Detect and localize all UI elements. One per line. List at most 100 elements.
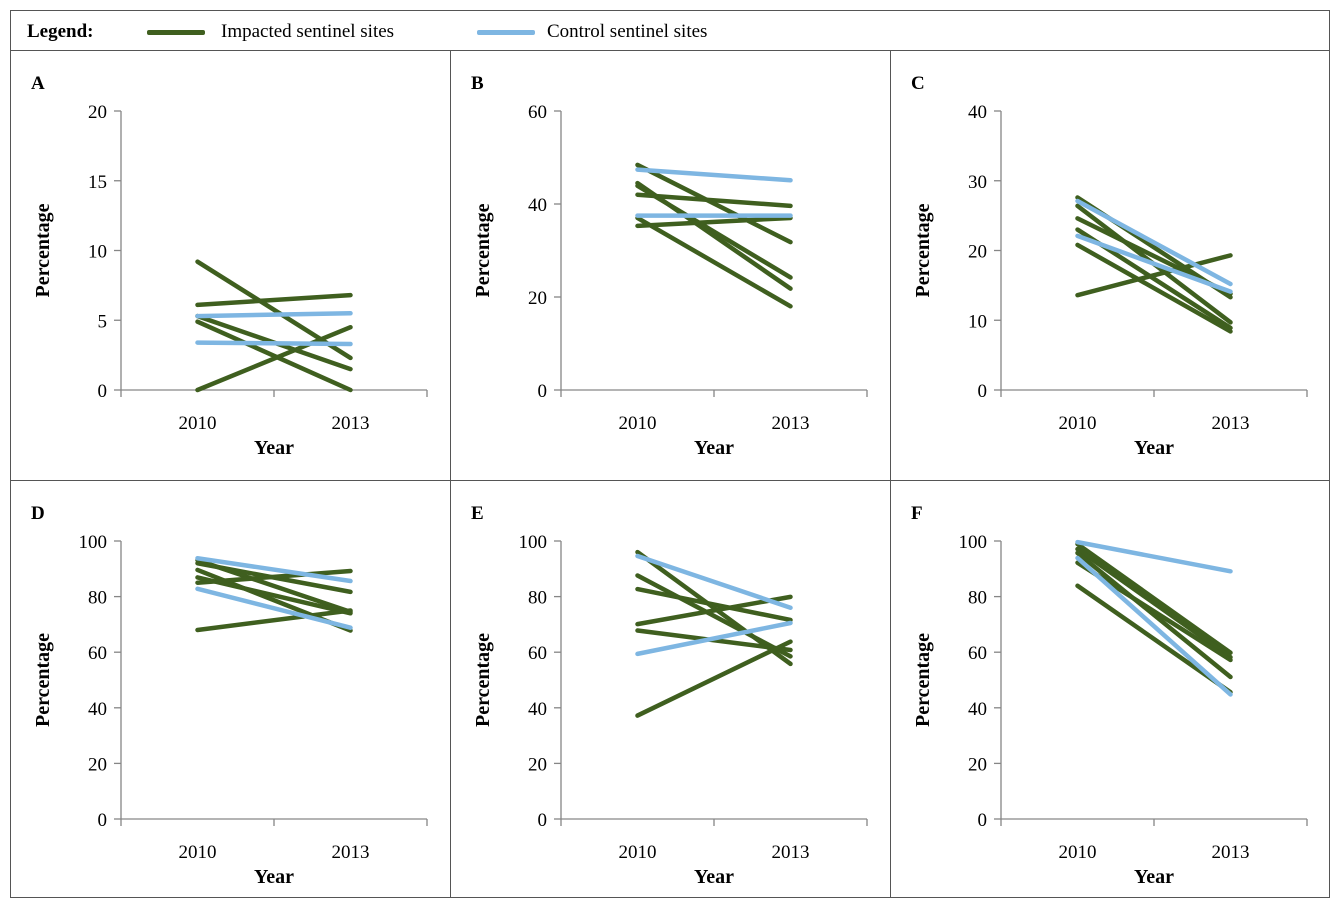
impacted-series-line: [635, 215, 793, 229]
chart-panel-f: F 0 20 40 60 80 100 2010 2013 Year Percentage: [891, 481, 1329, 897]
y-tick-label: 5: [98, 311, 108, 332]
y-axis-title: Percentage: [472, 633, 494, 727]
x-axis-title: Year: [1134, 437, 1174, 459]
impacted-series-line: [635, 183, 793, 280]
y-tick-label: 0: [538, 810, 548, 831]
y-tick-label: 80: [88, 588, 107, 609]
control-series-line: [1075, 539, 1233, 574]
y-axis-title: Percentage: [32, 203, 54, 297]
x-tick-label: 2013: [772, 842, 810, 863]
x-tick-label: 2010: [619, 413, 657, 434]
impacted-series-line: [1075, 253, 1233, 298]
x-tick-label: 2010: [179, 413, 217, 434]
impacted-series-line: [195, 568, 353, 585]
control-series-line: [195, 311, 353, 319]
y-tick-label: 20: [528, 754, 547, 775]
impacted-series-line: [635, 215, 793, 309]
legend-title: Legend:: [27, 21, 94, 42]
impacted-series-line: [1075, 242, 1233, 334]
chart-panel-e: E 0 20 40 60 80 100 2010 2013 Year Percentage: [451, 481, 891, 897]
x-tick-label: 2010: [619, 842, 657, 863]
impacted-series-line: [195, 575, 353, 616]
y-tick-label: 100: [79, 532, 108, 553]
y-axis-title: Percentage: [912, 633, 934, 727]
y-tick-label: 0: [98, 810, 108, 831]
y-tick-label: 20: [88, 754, 107, 775]
y-tick-label: 20: [968, 754, 987, 775]
y-tick-label: 60: [528, 102, 547, 123]
y-tick-label: 40: [528, 699, 547, 720]
legend: Legend: Impacted sentinel sites Control …: [11, 11, 1329, 51]
y-tick-label: 80: [968, 588, 987, 609]
chart-svg-f: F 0 20 40 60 80 100 2010 2013 Year Percentage: [911, 503, 1308, 888]
y-tick-label: 0: [978, 381, 988, 402]
chart-svg-a: A 0 5 10 15 20 2010 2013 Year Percentage: [31, 73, 428, 459]
x-tick-label: 2013: [1212, 413, 1250, 434]
impacted-series-line: [635, 192, 793, 209]
y-tick-label: 60: [528, 643, 547, 664]
y-tick-label: 20: [528, 288, 547, 309]
chart-svg-b: B 0 20 40 60 2010 2013 Year Percentage: [471, 73, 868, 459]
y-tick-label: 40: [528, 195, 547, 216]
y-tick-label: 0: [538, 381, 548, 402]
figure: Legend: Impacted sentinel sites Control …: [10, 10, 1330, 898]
y-tick-label: 40: [968, 699, 987, 720]
x-axis-title: Year: [254, 866, 294, 888]
legend-control-label: Control sentinel sites: [547, 21, 708, 42]
panel-letter: C: [911, 73, 925, 94]
x-tick-label: 2010: [179, 842, 217, 863]
chart-panel-c: C 0 10 20 30 40 2010 2013 Year Percentage: [891, 51, 1329, 481]
impacted-series-line: [635, 573, 793, 659]
x-axis-title: Year: [694, 866, 734, 888]
control-series-line: [1075, 555, 1233, 697]
y-tick-label: 100: [519, 532, 548, 553]
control-series-line: [1075, 198, 1233, 287]
y-tick-label: 100: [959, 532, 988, 553]
chart-panel-a: A 0 5 10 15 20 2010 2013 Year Percentage: [11, 51, 451, 481]
control-series-line: [195, 586, 353, 630]
control-series-line: [635, 167, 793, 183]
control-series-line: [635, 553, 793, 610]
y-tick-label: 30: [968, 172, 987, 193]
x-tick-label: 2010: [1059, 413, 1097, 434]
x-tick-label: 2013: [1212, 842, 1250, 863]
y-axis-title: Percentage: [912, 203, 934, 297]
panel-grid: A 0 5 10 15 20 2010 2013 Year Percentage B 0 20 40 60 2…: [11, 51, 1329, 897]
chart-svg-d: D 0 20 40 60 80 100 2010 2013 Year Percentage: [31, 503, 428, 888]
impacted-series-line: [635, 639, 793, 718]
y-tick-label: 40: [88, 699, 107, 720]
panel-letter: D: [31, 503, 45, 524]
impacted-series-line: [1075, 550, 1233, 680]
chart-svg-c: C 0 10 20 30 40 2010 2013 Year Percentage: [911, 73, 1308, 459]
chart-panel-d: D 0 20 40 60 80 100 2010 2013 Year Percentage: [11, 481, 451, 897]
impacted-series-line: [1075, 541, 1233, 656]
impacted-series-line: [1075, 546, 1233, 660]
y-axis-title: Percentage: [472, 203, 494, 297]
y-tick-label: 20: [968, 242, 987, 263]
control-series-line: [635, 620, 793, 657]
control-series-line: [195, 340, 353, 347]
y-tick-label: 10: [968, 311, 987, 332]
impacted-series-line: [195, 324, 353, 393]
x-tick-label: 2013: [772, 413, 810, 434]
control-series-line: [195, 555, 353, 584]
y-tick-label: 60: [968, 643, 987, 664]
x-tick-label: 2010: [1059, 842, 1097, 863]
impacted-series-line: [195, 319, 353, 393]
y-tick-label: 80: [528, 588, 547, 609]
chart-panel-b: B 0 20 40 60 2010 2013 Year Percentage: [451, 51, 891, 481]
y-tick-label: 20: [88, 102, 107, 123]
x-axis-title: Year: [254, 437, 294, 459]
x-axis-title: Year: [1134, 866, 1174, 888]
chart-svg-e: E 0 20 40 60 80 100 2010 2013 Year Percentage: [471, 503, 868, 888]
x-tick-label: 2013: [332, 413, 370, 434]
y-tick-label: 40: [968, 102, 987, 123]
panel-letter: A: [31, 73, 45, 94]
y-tick-label: 10: [88, 242, 107, 263]
y-tick-label: 60: [88, 643, 107, 664]
panel-letter: B: [471, 73, 484, 94]
panel-letter: E: [471, 503, 484, 524]
impacted-series-line: [635, 586, 793, 623]
y-axis-title: Percentage: [32, 633, 54, 727]
y-tick-label: 0: [978, 810, 988, 831]
